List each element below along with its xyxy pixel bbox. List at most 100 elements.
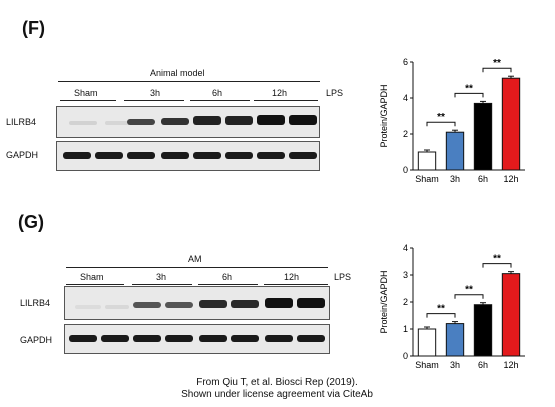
bar bbox=[445, 323, 465, 357]
panel-label-f: (F) bbox=[22, 18, 45, 38]
y-tick-label: 1 bbox=[403, 324, 408, 334]
y-tick-label: 3 bbox=[403, 270, 408, 280]
blot-g-gapdh bbox=[64, 324, 330, 354]
y-tick-label: 4 bbox=[403, 243, 408, 253]
band bbox=[231, 335, 259, 342]
significance-label: ** bbox=[493, 254, 501, 265]
band bbox=[193, 152, 221, 159]
band bbox=[133, 335, 161, 342]
significance-label: ** bbox=[437, 112, 445, 123]
x-tick-label: 3h bbox=[450, 360, 460, 370]
panel-label-g: (G) bbox=[18, 212, 44, 232]
band bbox=[161, 118, 189, 125]
band bbox=[265, 335, 293, 342]
group-label-f-sham: Sham bbox=[74, 88, 98, 98]
bar bbox=[501, 273, 521, 357]
significance-bracket bbox=[426, 313, 456, 318]
band bbox=[161, 152, 189, 159]
band bbox=[63, 152, 91, 159]
credit-line-1: From Qiu T, et al. Biosci Rep (2019). bbox=[196, 377, 358, 388]
significance-label: ** bbox=[493, 58, 501, 69]
group-label-g-12h: 12h bbox=[284, 272, 300, 282]
band bbox=[127, 119, 155, 125]
y-tick-label: 2 bbox=[403, 129, 408, 139]
y-tick-label: 0 bbox=[403, 165, 408, 175]
significance-bracket bbox=[426, 121, 456, 127]
bar bbox=[417, 328, 437, 357]
band bbox=[105, 305, 129, 309]
group-underline-f-12h bbox=[254, 100, 318, 101]
group-underline-g-6h bbox=[198, 284, 258, 285]
group-underline-g-3h bbox=[132, 284, 192, 285]
band bbox=[289, 115, 317, 125]
band bbox=[297, 335, 325, 342]
group-underline-f-sham bbox=[60, 100, 116, 101]
y-axis-label: Protein/GAPDH bbox=[379, 270, 389, 333]
bar-chart-g: Protein/GAPDH 0 1 2 3 4 Sham 3h 6h 12h ** ** ** bbox=[379, 243, 525, 370]
blot-g-lilrb4 bbox=[64, 286, 330, 320]
bar bbox=[501, 77, 521, 171]
treatment-label-f: LPS bbox=[326, 88, 344, 98]
y-tick-label: 4 bbox=[403, 93, 408, 103]
group-label-g-3h: 3h bbox=[156, 272, 167, 282]
band bbox=[193, 116, 221, 125]
group-header-f: Animal model bbox=[150, 68, 205, 78]
group-label-f-3h: 3h bbox=[150, 88, 161, 98]
band bbox=[165, 302, 193, 308]
header-line-f bbox=[58, 81, 320, 82]
x-tick-label: 3h bbox=[450, 174, 460, 184]
credit: From Qiu T, et al. Biosci Rep (2019). Sh… bbox=[127, 377, 427, 401]
x-tick-label: 12h bbox=[503, 174, 518, 184]
bar bbox=[473, 304, 493, 357]
row-label-f-gapdh: GAPDH bbox=[6, 150, 39, 160]
band bbox=[225, 116, 253, 125]
group-header-g: AM bbox=[188, 254, 202, 264]
x-tick-label: Sham bbox=[415, 174, 439, 184]
row-label-g-gapdh: GAPDH bbox=[20, 335, 53, 345]
band bbox=[165, 335, 193, 342]
bar-chart-f: Protein/GAPDH 0 2 4 6 Sham 3h 6h 12h ** ** ** bbox=[379, 57, 525, 184]
row-label-g-lilrb4: LILRB4 bbox=[20, 298, 51, 308]
group-label-f-6h: 6h bbox=[212, 88, 223, 98]
blot-f-lilrb4 bbox=[56, 106, 320, 138]
group-underline-g-sham bbox=[66, 284, 124, 285]
x-tick-label: 6h bbox=[478, 360, 488, 370]
credit-line-2: Shown under license agreement via CiteAb bbox=[181, 389, 373, 400]
band bbox=[225, 152, 253, 159]
bar bbox=[445, 131, 465, 171]
group-underline-f-3h bbox=[124, 100, 184, 101]
band bbox=[257, 152, 285, 159]
bar bbox=[473, 102, 493, 171]
y-tick-label: 0 bbox=[403, 351, 408, 361]
significance-label: ** bbox=[465, 83, 473, 94]
group-underline-f-6h bbox=[190, 100, 250, 101]
band bbox=[95, 152, 123, 159]
band bbox=[257, 115, 285, 125]
significance-label: ** bbox=[437, 304, 445, 315]
band bbox=[289, 152, 317, 159]
band bbox=[69, 121, 97, 125]
band bbox=[297, 298, 325, 308]
band bbox=[265, 298, 293, 308]
header-line-g bbox=[66, 267, 328, 268]
group-label-g-6h: 6h bbox=[222, 272, 233, 282]
y-tick-label: 2 bbox=[403, 297, 408, 307]
band bbox=[133, 302, 161, 308]
row-label-f-lilrb4: LILRB4 bbox=[6, 117, 37, 127]
treatment-label-g: LPS bbox=[334, 272, 352, 282]
group-label-f-12h: 12h bbox=[272, 88, 288, 98]
band bbox=[105, 121, 131, 125]
band bbox=[199, 300, 227, 308]
group-underline-g-12h bbox=[264, 284, 328, 285]
blot-f-gapdh bbox=[56, 141, 320, 171]
significance-label: ** bbox=[465, 285, 473, 296]
x-tick-label: 6h bbox=[478, 174, 488, 184]
band bbox=[127, 152, 155, 159]
group-label-g-sham: Sham bbox=[80, 272, 104, 282]
band bbox=[199, 335, 227, 342]
significance-bracket bbox=[482, 263, 512, 268]
band bbox=[75, 305, 101, 309]
x-tick-label: Sham bbox=[415, 360, 439, 370]
band bbox=[69, 335, 97, 342]
y-axis-label: Protein/GAPDH bbox=[379, 84, 389, 147]
